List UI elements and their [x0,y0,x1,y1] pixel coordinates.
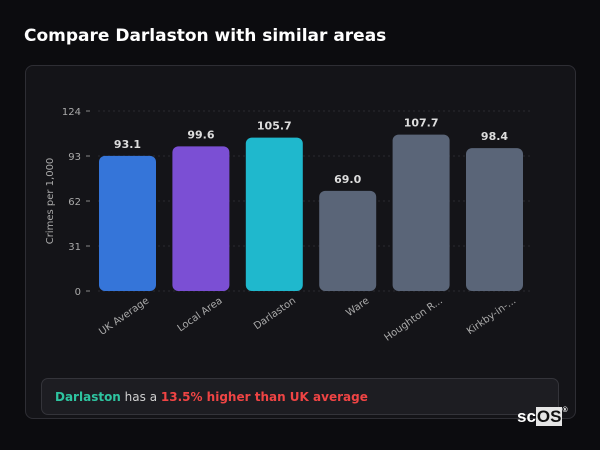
y-tick-label: 93 [68,152,81,163]
bar-value-label: 107.7 [404,117,439,130]
x-tick-label: Houghton R... [383,295,445,343]
bar [466,148,523,291]
x-tick-label: Darlaston [252,295,298,332]
insight-area: Darlaston [55,390,121,404]
bar [172,146,230,291]
bar [319,190,377,291]
logo: scOS® [517,407,568,426]
x-tick-label: Local Area [176,295,225,334]
bar-value-label: 98.4 [481,130,508,143]
y-tick-label: 0 [75,287,81,298]
bar-value-label: 69.0 [334,173,361,186]
bar [245,137,303,291]
y-axis-label: Crimes per 1,000 [45,158,56,245]
bar [392,134,450,291]
x-tick-label: Ware [344,295,371,319]
y-tick-label: 31 [68,242,81,253]
insight-highlight: 13.5% higher than UK average [160,390,368,404]
y-tick-label: 124 [62,107,81,118]
insight-box: Darlaston has a 13.5% higher than UK ave… [41,378,559,415]
page-title: Compare Darlaston with similar areas [24,26,387,46]
x-tick-label: Kirkby-in-... [465,295,518,337]
bar-value-label: 93.1 [114,138,141,151]
x-tick-label: UK Average [97,295,151,337]
y-tick-label: 62 [68,197,81,208]
insight-text: has a [120,390,161,404]
bar-value-label: 99.6 [187,128,214,141]
bar-value-label: 105.7 [257,120,292,133]
bar [99,155,156,291]
